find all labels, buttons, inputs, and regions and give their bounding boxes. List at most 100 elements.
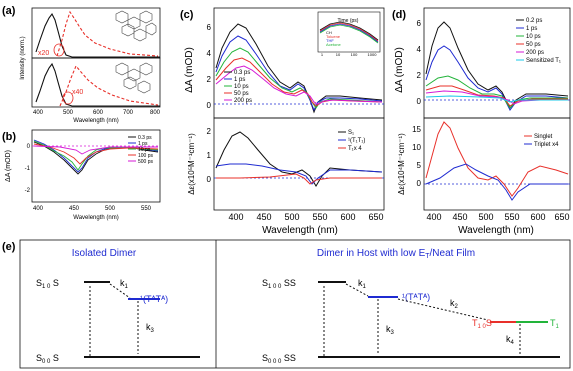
panel-d-xtick: 450 [452, 212, 467, 222]
inset-xtick: 10 [336, 52, 341, 57]
panel-d-xtick: 500 [478, 212, 493, 222]
state-t1b-right: T1 [550, 318, 560, 330]
panel-a-bottom-annotation: x40 [72, 89, 83, 96]
panel-b-xtick: 400 [33, 206, 44, 212]
state-s0s0-left: S0 0 S [36, 353, 59, 365]
legend-item: 50 ps [234, 91, 249, 97]
panel-c-xtick: 450 [256, 212, 271, 222]
panel-d-ytick: 4 [417, 45, 422, 54]
state-s0s0s0-right: S0 0 0 SS [262, 353, 296, 365]
panel-c-ylabel-bottom: Δε(x10⁵M⁻¹cm⁻¹) [187, 133, 196, 195]
panel-c-series-s1 [215, 131, 383, 187]
isolated-dimer-title: Isolated Dimer [72, 248, 137, 259]
panel-c-inset: CH Toluene THF Acetone 1 10 100 1000 Tim… [317, 11, 381, 57]
panel-a-xlabel: Wavelength (nm) [73, 118, 118, 124]
rate-k1-left: k1 [120, 278, 129, 290]
legend-item: Singlet [534, 134, 553, 140]
panel-e-label: (e) [2, 241, 16, 253]
panel-d-ylabel-bottom: Δε(x10⁴M⁻¹cm⁻¹) [397, 133, 406, 195]
panel-a-label: (a) [2, 5, 16, 17]
state-tt-left: ¹(TᴬTᴬ) [140, 294, 168, 304]
panel-c-xtick: 650 [368, 212, 383, 222]
panel-c-ytick: 0 [207, 175, 212, 184]
panel-d-xticks: 400 450 500 550 600 650 [426, 212, 569, 222]
panel-c-series-t1 [216, 173, 382, 185]
panel-e: (e) Isolated Dimer Dimer in Host with lo… [2, 239, 571, 369]
panel-b-ytick: -2 [25, 188, 31, 194]
panel-d-xtick: 550 [504, 212, 519, 222]
legend-item: Triplet x4 [534, 142, 559, 148]
panel-a-xtick: 500 [63, 110, 74, 116]
panel-c: (c) ΔA (mOD) Δε(x10⁵M⁻¹cm⁻¹) 6 4 2 0 2 1… [180, 7, 385, 236]
legend-item: THF [326, 38, 334, 43]
panel-b-xticks: 400 450 500 550 [33, 206, 152, 212]
inset-series-thf [319, 23, 379, 43]
panel-c-ytick: 4 [207, 49, 212, 58]
panel-d-xtick: 650 [554, 212, 569, 222]
panel-c-ytick: 2 [207, 75, 212, 84]
panel-c-ytick: 0 [207, 101, 212, 110]
panel-b-series-100ps [33, 143, 159, 165]
panel-e-frame [19, 239, 571, 369]
panel-b-label: (b) [2, 131, 16, 143]
panel-d-legend-bottom: Singlet Triplet x4 [524, 134, 559, 148]
panel-a-bottom-frame [31, 57, 161, 108]
molecule-icon-top [115, 10, 157, 42]
legend-item: 500 ps [138, 159, 154, 165]
panel-c-series-1ps [215, 35, 383, 112]
inset-xtick: 100 [351, 52, 358, 57]
panel-a-top-annotation: x20 [38, 50, 49, 57]
inset-series-toluene [319, 22, 379, 42]
legend-item: S₁ [348, 130, 354, 136]
panel-c-yticks-top: 6 4 2 0 [207, 23, 212, 110]
panel-c-series-200ps [215, 65, 383, 105]
panel-d-bottom-frame [423, 117, 571, 211]
panel-b: (b) ΔA (mOD) 0 -1 -2 0.3 ps 1 ps 10 ps 1… [2, 129, 161, 221]
panel-d-ytick: 15 [412, 125, 421, 134]
arrow-k1-left [109, 283, 131, 299]
panel-d-ytick: 6 [417, 19, 422, 28]
inset-xtick: 1000 [368, 52, 378, 57]
panel-c-bottom-frame [213, 117, 385, 211]
arrow-k2-right [397, 298, 489, 321]
inset-xlabel: Time (ps) [338, 18, 359, 24]
legend-item: CH [326, 30, 332, 35]
panel-a-bottom-emission [59, 64, 159, 107]
state-s1s0-left: S1 0 S [36, 278, 59, 290]
panel-a-xtick: 800 [150, 110, 161, 116]
panel-c-legend-bottom: S₁ ¹(T₁T₁) T₁x 4 [338, 130, 365, 152]
panel-d-xtick: 600 [530, 212, 545, 222]
panel-b-yticks: 0 -1 -2 [25, 144, 31, 194]
inset-series-ch [319, 21, 379, 41]
panel-a-xtick: 400 [33, 110, 44, 116]
panel-a-ylabel: Intensity (norm.) [20, 36, 26, 79]
panel-a-xticks: 400 500 600 700 800 [33, 110, 161, 116]
rate-k2-right: k2 [450, 298, 459, 310]
panel-d-label: (d) [392, 9, 406, 21]
panel-d-ytick: 0 [417, 179, 422, 188]
panel-b-xlabel: Wavelength (nm) [73, 215, 118, 221]
rate-k1-right: k1 [358, 278, 367, 290]
panel-c-legend-top: 0.3 ps 1 ps 10 ps 50 ps 200 ps [224, 70, 252, 104]
panel-d-legend-top: 0.2 ps 1 ps 10 ps 50 ps 200 ps Sensitize… [516, 18, 561, 64]
host-dimer-title: Dimer in Host with low ET/Neat Film [317, 248, 475, 260]
panel-b-legend: 0.3 ps 1 ps 10 ps 100 ps 500 ps [128, 135, 154, 165]
legend-item: 1 ps [234, 77, 245, 83]
panel-b-xtick: 450 [69, 206, 80, 212]
inset-series-acetone [319, 24, 379, 44]
panel-d: (d) ΔA (mOD) Δε(x10⁴M⁻¹cm⁻¹) 6 4 2 0 15 … [392, 7, 571, 236]
legend-item: 10 ps [138, 147, 151, 153]
legend-item: Sensitized T₁ [526, 58, 561, 64]
rate-k3-left: k3 [146, 322, 155, 334]
panel-a-top-highlight [53, 43, 65, 57]
state-t1s0-right: T1 0S [472, 318, 492, 330]
panel-d-series-singlet [425, 121, 569, 197]
panel-c-label: (c) [180, 9, 194, 21]
panel-a-bottom-highlight [62, 91, 74, 105]
legend-item: 200 ps [234, 98, 252, 104]
legend-item: 10 ps [234, 84, 249, 90]
legend-item: ¹(T₁T₁) [348, 138, 365, 144]
panel-b-xtick: 550 [141, 206, 152, 212]
panel-a-xtick: 600 [93, 110, 104, 116]
panel-d-series-0.2ps [425, 21, 569, 109]
